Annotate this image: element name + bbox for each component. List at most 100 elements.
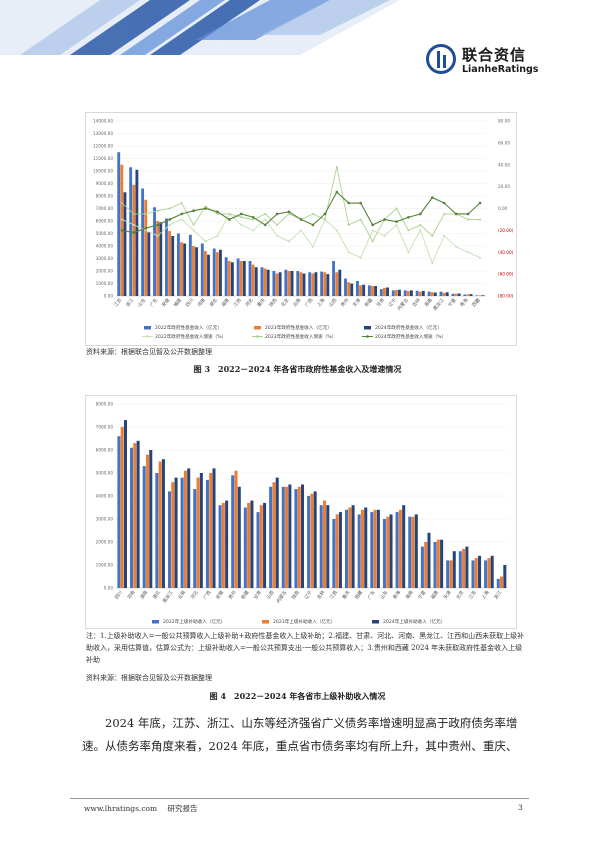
x-tick-label: 安徽 xyxy=(160,296,172,308)
growth-point xyxy=(383,218,386,221)
bar xyxy=(263,268,267,296)
bar xyxy=(144,199,148,296)
bar xyxy=(436,539,440,588)
bar xyxy=(205,479,209,588)
legend-label: 2024年政府性基金收入（亿元） xyxy=(375,324,442,331)
bar xyxy=(500,576,504,588)
bar xyxy=(326,274,330,296)
bar xyxy=(254,267,258,296)
bar xyxy=(430,292,434,296)
figure3-chart: 0.00 1000.00 2000.00 3000.00 4000.00 5000.00 6… xyxy=(93,119,514,341)
bar xyxy=(230,262,234,296)
bar xyxy=(338,512,342,588)
x-tick-label: 广西 xyxy=(303,296,315,308)
x-tick-label: 青海 xyxy=(458,296,470,308)
bar xyxy=(411,516,415,588)
growth-point xyxy=(371,240,374,243)
bar xyxy=(123,420,127,588)
growth-point xyxy=(144,212,147,215)
x-tick-label: 河北 xyxy=(189,589,200,601)
x-tick-label: 浙江 xyxy=(492,589,503,601)
bar xyxy=(256,512,260,588)
bar xyxy=(239,261,243,296)
bar xyxy=(391,290,395,296)
bar xyxy=(356,281,359,296)
x-tick-label: 云南 xyxy=(291,296,303,308)
growth-point xyxy=(419,212,422,216)
bar xyxy=(180,242,183,296)
growth-line xyxy=(121,213,481,265)
legend-label: 2023年上级补助收入（亿元） xyxy=(273,618,335,625)
bar xyxy=(475,295,479,296)
growth-point xyxy=(335,229,338,232)
growth-point xyxy=(275,212,279,216)
bar xyxy=(224,257,228,296)
bar xyxy=(386,516,390,588)
growth-point xyxy=(288,240,291,243)
growth-point xyxy=(467,218,470,221)
bar xyxy=(332,261,336,296)
bar xyxy=(145,454,149,588)
x-tick-label: 山东 xyxy=(136,296,148,308)
growth-point xyxy=(168,218,172,221)
growth-point xyxy=(252,229,255,232)
y2-tick-label: 20.00 xyxy=(498,184,510,189)
growth-point xyxy=(264,212,267,215)
figure4-source: 资料来源：根据联合见智及公开数据整理 xyxy=(86,674,212,682)
bar xyxy=(427,532,431,588)
bar xyxy=(149,450,153,588)
growth-point xyxy=(156,234,159,237)
bar xyxy=(195,247,198,296)
bar xyxy=(215,252,219,296)
x-tick-label: 陕西 xyxy=(290,589,301,601)
bar xyxy=(398,509,402,588)
y-tick-label: 7000.00 xyxy=(96,206,114,211)
growth-point xyxy=(168,223,171,226)
bar xyxy=(117,436,121,588)
bar xyxy=(212,248,216,296)
growth-point xyxy=(311,223,315,227)
x-tick-label: 辽宁 xyxy=(387,296,399,308)
bar xyxy=(300,484,305,588)
y2-tick-label: 40.00 xyxy=(498,162,510,167)
bar xyxy=(193,489,197,588)
x-tick-label: 湖北 xyxy=(151,589,162,601)
x-tick-label: 广西 xyxy=(201,589,212,601)
legend-label: 2023年政府性基金收入增速（%） xyxy=(265,333,336,340)
y-tick-label: 8000.00 xyxy=(96,402,114,407)
growth-point xyxy=(443,234,446,237)
x-tick-label: 湖南 xyxy=(138,589,149,601)
growth-point xyxy=(216,210,219,214)
bar xyxy=(136,440,140,588)
bar xyxy=(234,470,238,588)
bar xyxy=(307,496,311,588)
bar xyxy=(418,291,422,296)
growth-point xyxy=(335,190,339,194)
growth-point xyxy=(479,218,482,221)
bar xyxy=(398,289,401,296)
growth-point xyxy=(288,212,291,215)
growth-point xyxy=(359,218,362,221)
bar xyxy=(310,493,314,588)
y-tick-label: 2000.00 xyxy=(96,540,114,545)
bar xyxy=(359,285,362,296)
growth-point xyxy=(156,209,159,212)
growth-point xyxy=(180,212,183,216)
bar xyxy=(465,546,469,588)
x-tick-label: 吉林 xyxy=(411,296,423,308)
y-tick-label: 8000.00 xyxy=(96,194,114,199)
bar xyxy=(176,233,180,296)
growth-point xyxy=(407,251,410,254)
y2-tick-label: 0.00 xyxy=(498,206,508,211)
bar xyxy=(187,468,191,588)
growth-point xyxy=(347,201,351,205)
growth-point xyxy=(359,256,362,259)
legend-marker xyxy=(366,335,369,338)
y-tick-label: 6000.00 xyxy=(96,219,114,224)
bar xyxy=(323,500,327,588)
y-tick-label: 5000.00 xyxy=(96,231,114,236)
growth-point xyxy=(276,223,279,226)
legend-marker xyxy=(256,335,259,338)
footer-site-link[interactable]: www.lhratings.com xyxy=(84,804,158,813)
growth-point xyxy=(204,207,207,210)
